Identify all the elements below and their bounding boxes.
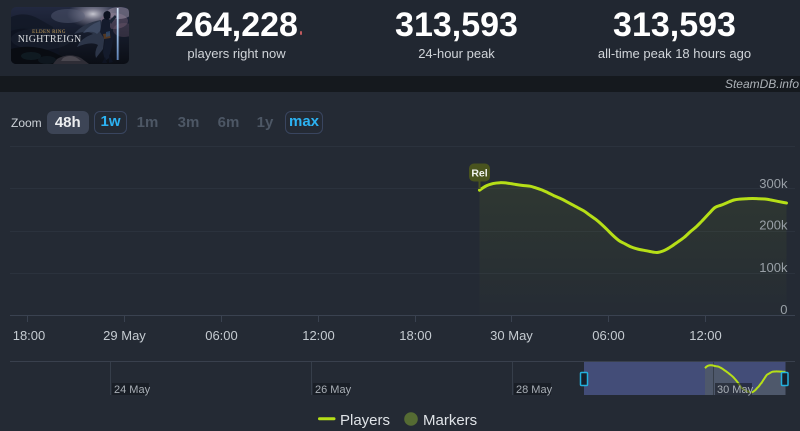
svg-text:06:00: 06:00 <box>592 328 625 343</box>
svg-text:300k: 300k <box>759 176 788 191</box>
svg-text:NIGHTREIGN: NIGHTREIGN <box>18 34 82 45</box>
svg-text:Markers: Markers <box>423 412 477 429</box>
svg-text:28 May: 28 May <box>516 384 553 396</box>
svg-text:Players: Players <box>340 412 390 429</box>
svg-text:06:00: 06:00 <box>205 328 238 343</box>
svg-text:18:00: 18:00 <box>13 328 46 343</box>
svg-text:18:00: 18:00 <box>399 328 432 343</box>
svg-text:24 May: 24 May <box>114 384 151 396</box>
svg-text:ELDEN RING: ELDEN RING <box>32 30 66 35</box>
svg-text:200k: 200k <box>759 218 788 233</box>
svg-text:30 May: 30 May <box>717 384 754 396</box>
svg-text:12:00: 12:00 <box>302 328 335 343</box>
svg-text:30 May: 30 May <box>490 328 533 343</box>
svg-text:29 May: 29 May <box>103 328 146 343</box>
svg-text:Rel: Rel <box>471 168 487 180</box>
svg-text:100k: 100k <box>759 260 788 275</box>
svg-text:26 May: 26 May <box>315 384 352 396</box>
svg-text:0: 0 <box>780 302 787 317</box>
svg-text:12:00: 12:00 <box>689 328 722 343</box>
